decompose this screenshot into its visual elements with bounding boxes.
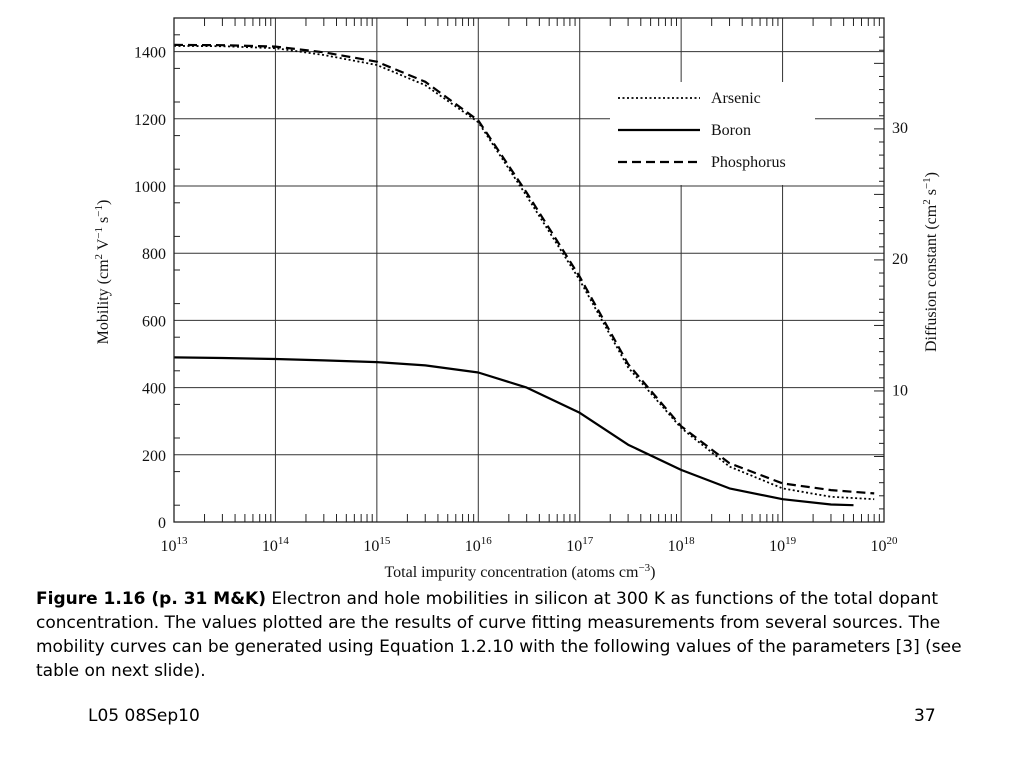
mobility-chart: 1013 1014 1015 1016 1017 1018 1019 1020 0200400… [93,17,940,581]
legend-boron-label: Boron [711,122,751,139]
y-tick-label: 1400 [134,45,166,62]
y-tick-labels: 0 200 400 600 800 1000 1200 1400 [134,45,166,532]
series-layer [173,43,875,507]
x-tick-label: 1015 [363,535,391,555]
figure-caption: Figure 1.16 (p. 31 M&K) Electron and hol… [36,587,996,683]
x-tick-label: 1014 [262,535,290,555]
legend-phosphorus-label: Phosphorus [711,154,786,171]
series-arsenic-line [173,45,875,501]
y2-tick-labels: 10 20 30 [892,120,908,399]
minor-ticks [174,18,884,522]
x-tick-label: 1019 [769,535,797,555]
y2-tick-label: 10 [892,382,908,399]
x-tick-label: 1016 [465,535,493,555]
y-tick-label: 400 [142,381,166,398]
legend-background [610,82,815,185]
x-tick-label: 1020 [871,535,899,555]
y-tick-label: 1200 [134,112,166,129]
y-tick-label: 200 [142,448,166,465]
caption-bold: Figure 1.16 (p. 31 M&K) [36,589,266,609]
y2-axis-title: Diffusion constant (cm2 s−1) [921,172,940,352]
y2-tick-label: 30 [892,120,908,137]
caption-text: Electron and hole mobilities in silicon … [36,589,962,681]
legend-arsenic-label: Arsenic [711,90,761,107]
series-phosphorus-line [173,43,875,495]
legend: Arsenic Boron Phosphorus [610,82,815,185]
footer-slide-id: L05 08Sep10 [88,706,200,726]
y2-tick-label: 20 [892,251,908,268]
x-tick-label: 1013 [161,535,189,555]
y-tick-label: 600 [142,313,166,330]
x-tick-label: 1018 [668,535,696,555]
x-tick-labels: 1013 1014 1015 1016 1017 1018 1019 1020 [161,535,899,555]
plot-frame [173,17,885,523]
y-tick-label: 1000 [134,179,166,196]
y-tick-label: 0 [158,515,166,532]
x-axis-title: Total impurity concentration (atoms cm−3… [385,562,656,581]
x-tick-label: 1017 [566,535,594,555]
y-axis-title: Mobility (cm2 V−1 s−1) [93,200,112,345]
y-tick-label: 800 [142,246,166,263]
series-boron-line [173,356,854,507]
footer-page-number: 37 [914,706,936,726]
